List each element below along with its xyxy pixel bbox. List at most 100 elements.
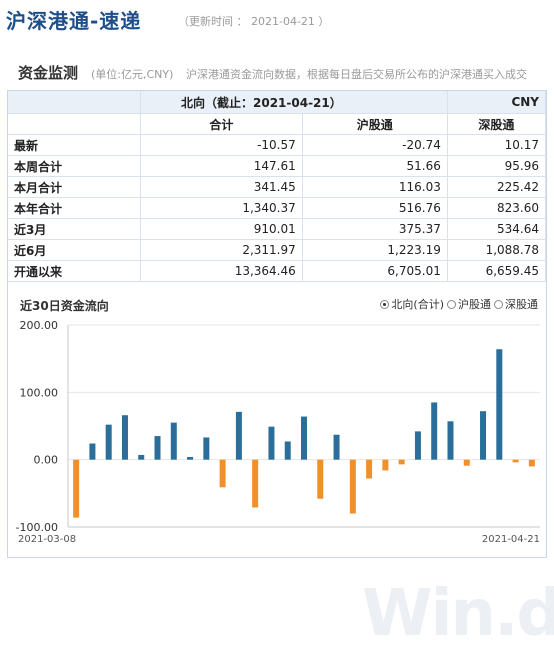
flow-bar — [398, 459, 405, 465]
flow-bar — [317, 459, 324, 499]
row-label: 本年合计 — [8, 197, 141, 219]
flow-bar — [73, 459, 80, 518]
cell-sh: 51.66 — [302, 155, 448, 177]
flow-bar — [480, 411, 487, 460]
cell-sz: 534.64 — [447, 218, 547, 240]
cell-total: 910.01 — [140, 218, 303, 240]
row-label: 近6月 — [8, 239, 141, 261]
flow-bar — [268, 426, 275, 460]
row-label: 近3月 — [8, 218, 141, 240]
table-title: 北向（截止：2021-04-21） — [140, 91, 448, 114]
table-row: 近3月 910.01 375.37 534.64 — [8, 218, 547, 240]
cell-sh: 516.76 — [302, 197, 448, 219]
table-row: 本周合计 147.61 51.66 95.96 — [8, 155, 547, 177]
x-end-label: 2021-04-21 — [482, 534, 540, 545]
cell-sz: 1,088.78 — [447, 239, 547, 261]
radio-selected-icon — [380, 299, 390, 309]
cell-sh: 116.03 — [302, 176, 448, 198]
radio-label: 北向(合计) — [391, 298, 444, 311]
flow-bar — [219, 459, 226, 488]
cell-total: -10.57 — [140, 134, 303, 156]
flow-bar — [252, 459, 259, 508]
flow-bar — [463, 459, 470, 466]
table-title-spacer — [8, 91, 141, 114]
flow-bar — [235, 411, 242, 460]
table-row: 本月合计 341.45 116.03 225.42 — [8, 176, 547, 198]
row-label: 开通以来 — [8, 260, 141, 282]
cell-total: 13,364.46 — [140, 260, 303, 282]
fund-flow-panel: 北向（截止：2021-04-21） CNY 合计 沪股通 深股通 最新 -10.… — [7, 90, 554, 651]
table-row: 近6月 2,311.97 1,223.19 1,088.78 — [8, 239, 547, 261]
unit-label: (单位:亿元,CNY) — [91, 68, 174, 81]
flow-bar — [89, 443, 96, 460]
x-start-label: 2021-03-08 — [18, 534, 76, 545]
flow-bar — [512, 459, 519, 463]
y-tick-label: 200.00 — [20, 319, 59, 332]
flow-bar — [349, 459, 356, 514]
radio-unselected-icon — [494, 299, 503, 309]
flow-bar — [528, 459, 535, 467]
flow-filter: 北向(合计) 沪股通 深股通 — [380, 296, 538, 312]
currency-label: CNY — [447, 91, 547, 114]
flow-bar — [496, 349, 503, 460]
northbound-table: 北向（截止：2021-04-21） CNY 合计 沪股通 深股通 最新 -10.… — [8, 91, 547, 282]
column-header-row: 合计 沪股通 深股通 — [8, 113, 547, 135]
cell-sz: 95.96 — [447, 155, 547, 177]
cell-sh: 1,223.19 — [302, 239, 448, 261]
cell-sh: 6,705.01 — [302, 260, 448, 282]
flow-bar — [154, 436, 161, 460]
radio-label: 沪股通 — [458, 298, 491, 311]
flow-bar — [447, 421, 454, 460]
radio-shanghai-connect[interactable]: 沪股通 — [447, 296, 491, 312]
y-tick-label: -100.00 — [16, 521, 58, 534]
flow-bar — [333, 434, 340, 460]
flow-bar — [121, 415, 128, 460]
cell-sz: 225.42 — [447, 176, 547, 198]
flow-bar — [301, 416, 307, 460]
cell-sh: 375.37 — [302, 218, 448, 240]
flow-bar — [284, 441, 291, 460]
column-header: 深股通 — [447, 113, 547, 135]
flow-bar — [138, 454, 145, 460]
cell-total: 1,340.37 — [140, 197, 303, 219]
y-tick-label: 0.00 — [34, 454, 59, 467]
column-header: 合计 — [140, 113, 303, 135]
cell-sz: 6,659.45 — [447, 260, 547, 282]
radio-northbound-total[interactable]: 北向(合计) — [380, 296, 444, 312]
radio-shenzhen-connect[interactable]: 深股通 — [494, 296, 538, 312]
table-row: 本年合计 1,340.37 516.76 823.60 — [8, 197, 547, 219]
section-description: 沪深港通资金流向数据，根据每日盘后交易所公布的沪深港通买入成交 — [186, 68, 527, 81]
table-title-row: 北向（截止：2021-04-21） CNY — [8, 91, 547, 114]
update-time: （更新时间 ： 2021-04-21 ） — [178, 15, 330, 28]
flow-bar — [431, 402, 438, 460]
row-label: 本月合计 — [8, 176, 141, 198]
column-header: 沪股通 — [302, 113, 448, 135]
flow-bar — [366, 459, 373, 479]
cell-total: 341.45 — [140, 176, 303, 198]
page-title: 沪深港通-速递 — [6, 9, 142, 33]
chart-title: 近30日资金流向 — [20, 299, 109, 313]
page-header: 沪深港通-速递 （更新时间 ： 2021-04-21 ） — [0, 0, 554, 40]
fund-monitor-header: 资金监测 (单位:亿元,CNY) 沪深港通资金流向数据，根据每日盘后交易所公布的… — [0, 57, 554, 85]
y-tick-label: 100.00 — [20, 386, 59, 399]
table-row: 最新 -10.57 -20.74 10.17 — [8, 134, 547, 156]
cell-sh: -20.74 — [302, 134, 448, 156]
row-label: 最新 — [8, 134, 141, 156]
cell-total: 2,311.97 — [140, 239, 303, 261]
flow-bar — [105, 424, 112, 460]
cell-total: 147.61 — [140, 155, 303, 177]
row-label: 本周合计 — [8, 155, 141, 177]
flow-bar — [187, 456, 194, 460]
column-header-blank — [8, 113, 141, 135]
flow-bar — [414, 431, 421, 460]
radio-unselected-icon — [447, 299, 456, 309]
radio-label: 深股通 — [505, 298, 538, 311]
flow-bar — [203, 437, 210, 460]
flow-bar — [382, 459, 389, 471]
cell-sz: 823.60 — [447, 197, 547, 219]
cell-sz: 10.17 — [447, 134, 547, 156]
table-row: 开通以来 13,364.46 6,705.01 6,659.45 — [8, 260, 547, 282]
section-title: 资金监测 — [18, 64, 79, 82]
wind-watermark: Win.d — [362, 577, 554, 651]
